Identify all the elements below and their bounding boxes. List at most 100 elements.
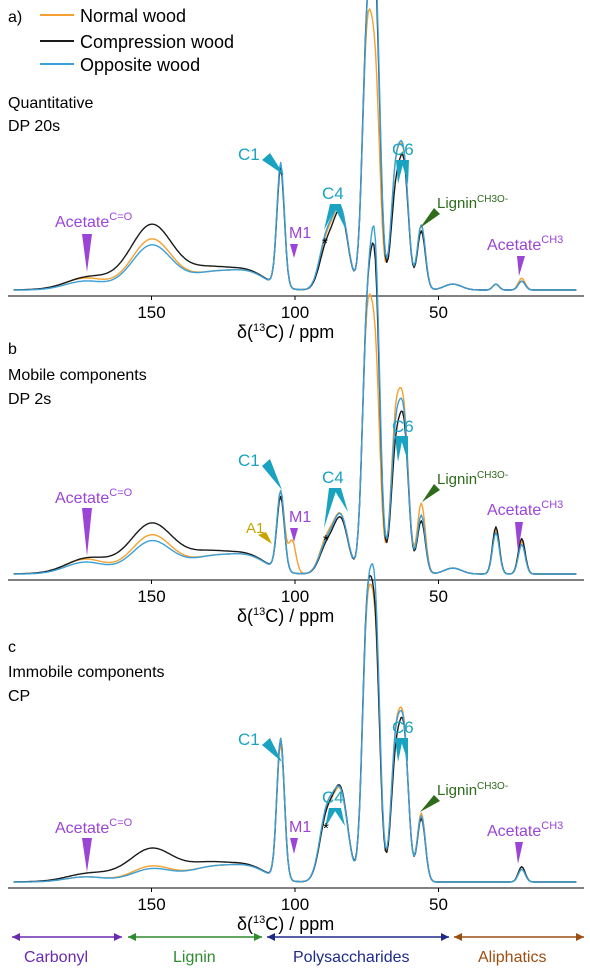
aliphatics-band-label: Aliphatics: [478, 949, 546, 966]
m1-label-b: M1: [289, 509, 311, 526]
polysaccharides-band-label: Polysaccharides: [293, 949, 410, 966]
c4-arrow-b-left: [324, 488, 337, 528]
acetate-co-arrow-c: [82, 838, 92, 872]
polysaccharides-band-arrow-left: [267, 933, 275, 941]
acetate-co-label-b: AcetateC=O: [55, 487, 133, 507]
acetate-ch3-arrow-c: [515, 842, 523, 864]
panel-b-desc-1: Mobile components: [8, 367, 147, 384]
x-tick-label-a-150: 150: [137, 303, 165, 322]
acetate-ch3-label-c: AcetateCH3: [487, 820, 563, 840]
c4-arrow-c-right: [333, 808, 345, 826]
x-tick-label-a-100: 100: [281, 303, 309, 322]
lignin-label-b: LigninCH3O-: [437, 470, 508, 488]
axes-layer: 150 100 50 δ(13C) / ppm 150 100 50 δ(13C) / ppm…: [8, 295, 584, 934]
x-axis-title-a: δ(13C) / ppm: [237, 322, 334, 342]
c1-arrow-c: [262, 738, 282, 762]
legend-label-normal: Normal wood: [80, 6, 186, 26]
c4-label-c: C4: [322, 788, 344, 807]
panel-c-annotations: AcetateC=O C1 M1 C4 * C6 LigninCH3O- Ace…: [55, 718, 563, 872]
c4-arrow-a-right: [333, 204, 346, 230]
c4-arrow-a-left: [324, 204, 338, 230]
c6-arrow-c-left: [395, 738, 403, 762]
region-bands: Carbonyl Lignin Polysaccharides Aliphati…: [12, 933, 584, 966]
asterisk-a: *: [322, 235, 328, 252]
c1-arrow-a: [262, 153, 284, 175]
c1-label-b: C1: [238, 451, 260, 470]
x-tick-label-b-100: 100: [281, 587, 309, 606]
polysaccharides-band-arrow-right: [441, 933, 449, 941]
c1-label-c: C1: [238, 730, 260, 749]
asterisk-c: *: [323, 820, 329, 837]
spectrum-a-opposite-wood: [13, 0, 577, 291]
panel-b-annotations: AcetateC=O C1 A1 M1 C4 * C6 LigninCH3O- …: [55, 417, 563, 556]
c6-label-b: C6: [392, 417, 414, 436]
panel-c-desc-2: CP: [8, 688, 30, 705]
spectrum-c-opposite-wood: [13, 563, 577, 883]
lignin-band-arrow-left: [128, 933, 136, 941]
panel-a-letter: a): [8, 9, 22, 26]
x-tick-label-c-100: 100: [281, 895, 309, 914]
c4-arrow-b-right: [333, 488, 348, 512]
panel-b-desc-2: DP 2s: [8, 391, 51, 408]
c1-arrow-b: [262, 459, 282, 490]
acetate-co-label-a: AcetateC=O: [55, 211, 133, 231]
c1-label-a: C1: [238, 145, 260, 164]
m1-label-a: M1: [289, 225, 311, 242]
acetate-ch3-label-b: AcetateCH3: [487, 499, 563, 519]
aliphatics-band-arrow-left: [454, 933, 462, 941]
x-axis-title-c: δ(13C) / ppm: [237, 914, 334, 934]
acetate-co-arrow-b: [82, 508, 92, 556]
panel-a-desc-1: Quantitative: [8, 95, 93, 112]
lignin-label-a: LigninCH3O-: [437, 194, 508, 212]
lignin-band-label: Lignin: [173, 949, 216, 966]
acetate-ch3-arrow-b: [515, 522, 523, 552]
panel-a-annotations: AcetateC=O C1 M1 C4 * C6 LigninCH3O- Ace…: [55, 140, 563, 276]
carbonyl-band-arrow-right: [114, 933, 122, 941]
lignin-label-c: LigninCH3O-: [437, 781, 508, 799]
x-axis-title-b: δ(13C) / ppm: [237, 606, 334, 626]
a1-label-b: A1: [246, 520, 264, 537]
m1-arrow-c: [290, 838, 298, 854]
c6-arrow-b-right: [400, 436, 408, 462]
c6-arrow-b-left: [395, 436, 403, 462]
lignin-band-arrow-right: [254, 933, 262, 941]
panel-b-letter: b: [8, 341, 17, 358]
a1-arrow-b: [258, 532, 272, 544]
legend-label-compression: Compression wood: [80, 32, 234, 52]
c6-arrow-c-right: [400, 738, 408, 762]
x-tick-label-c-150: 150: [137, 895, 165, 914]
m1-arrow-b: [290, 528, 298, 542]
panel-c-desc-1: Immobile components: [8, 664, 165, 681]
panel-a-desc-2: DP 20s: [8, 118, 60, 135]
m1-label-c: M1: [289, 819, 311, 836]
acetate-co-label-c: AcetateC=O: [55, 817, 133, 837]
c4-label-a: C4: [322, 184, 344, 203]
x-tick-label-b-150: 150: [137, 587, 165, 606]
c4-arrow-c-left: [325, 808, 337, 828]
carbonyl-band-label: Carbonyl: [24, 949, 88, 966]
lignin-arrow-c: [420, 795, 440, 812]
c6-arrow-a-right: [401, 160, 409, 184]
c4-label-b: C4: [322, 468, 344, 487]
aliphatics-band-arrow-right: [576, 933, 584, 941]
x-tick-label-c-50: 50: [429, 895, 448, 914]
acetate-ch3-label-a: AcetateCH3: [487, 234, 563, 254]
x-tick-label-a-50: 50: [429, 303, 448, 322]
acetate-co-arrow-a: [82, 234, 92, 272]
acetate-ch3-arrow-a: [517, 256, 525, 276]
c6-arrow-a-left: [396, 160, 404, 184]
panel-c-letter: c: [8, 639, 16, 656]
legend-label-opposite: Opposite wood: [80, 55, 200, 75]
x-tick-label-b-50: 50: [429, 587, 448, 606]
carbonyl-band-arrow-left: [12, 933, 20, 941]
spectra-layer: [13, 0, 577, 883]
c6-label-a: C6: [392, 140, 414, 159]
spectrum-b-opposite-wood: [13, 225, 577, 575]
asterisk-b: *: [323, 532, 329, 549]
c6-label-c: C6: [392, 718, 414, 737]
legend: Normal wood Compression wood Opposite wo…: [40, 6, 234, 75]
lignin-arrow-a: [420, 208, 440, 228]
m1-arrow-a: [290, 244, 298, 258]
lignin-arrow-b: [422, 484, 440, 502]
